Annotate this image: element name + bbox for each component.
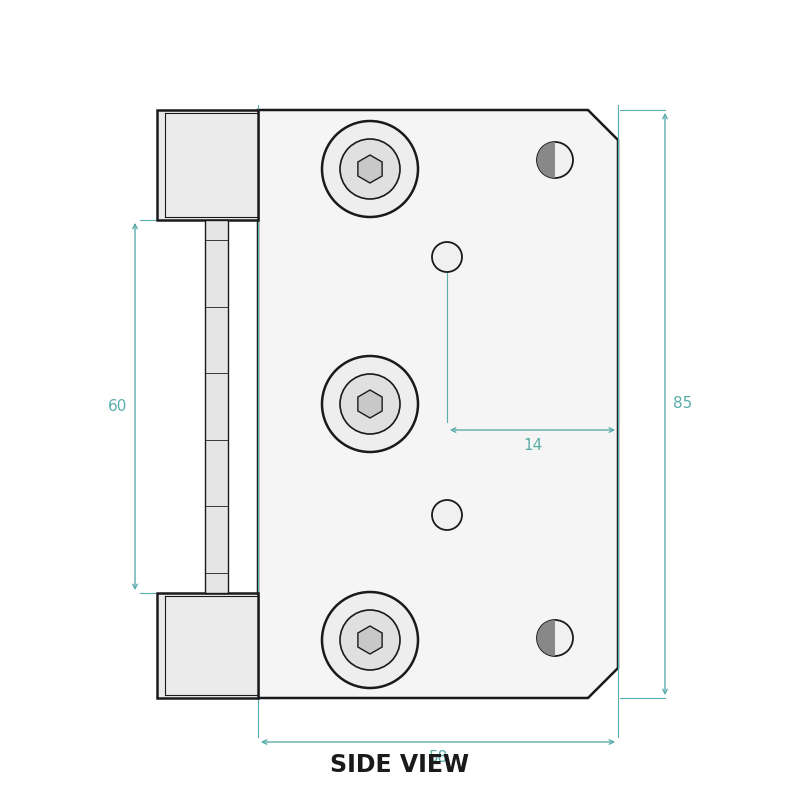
Circle shape <box>340 139 400 199</box>
Circle shape <box>537 142 573 178</box>
Text: 58: 58 <box>428 750 448 765</box>
Circle shape <box>537 620 573 656</box>
Text: SIDE VIEW: SIDE VIEW <box>330 753 470 777</box>
Circle shape <box>340 610 400 670</box>
Circle shape <box>432 500 462 530</box>
Text: 85: 85 <box>673 397 692 411</box>
Polygon shape <box>537 142 555 178</box>
Polygon shape <box>205 220 228 593</box>
Polygon shape <box>258 110 618 698</box>
Circle shape <box>322 356 418 452</box>
Polygon shape <box>358 626 382 654</box>
Polygon shape <box>157 110 258 220</box>
Text: 14: 14 <box>523 438 542 453</box>
Polygon shape <box>358 390 382 418</box>
Text: 60: 60 <box>108 399 127 414</box>
Circle shape <box>322 592 418 688</box>
Polygon shape <box>537 620 555 656</box>
Circle shape <box>432 242 462 272</box>
Circle shape <box>340 374 400 434</box>
Circle shape <box>322 121 418 217</box>
Polygon shape <box>157 593 258 698</box>
Polygon shape <box>358 155 382 183</box>
